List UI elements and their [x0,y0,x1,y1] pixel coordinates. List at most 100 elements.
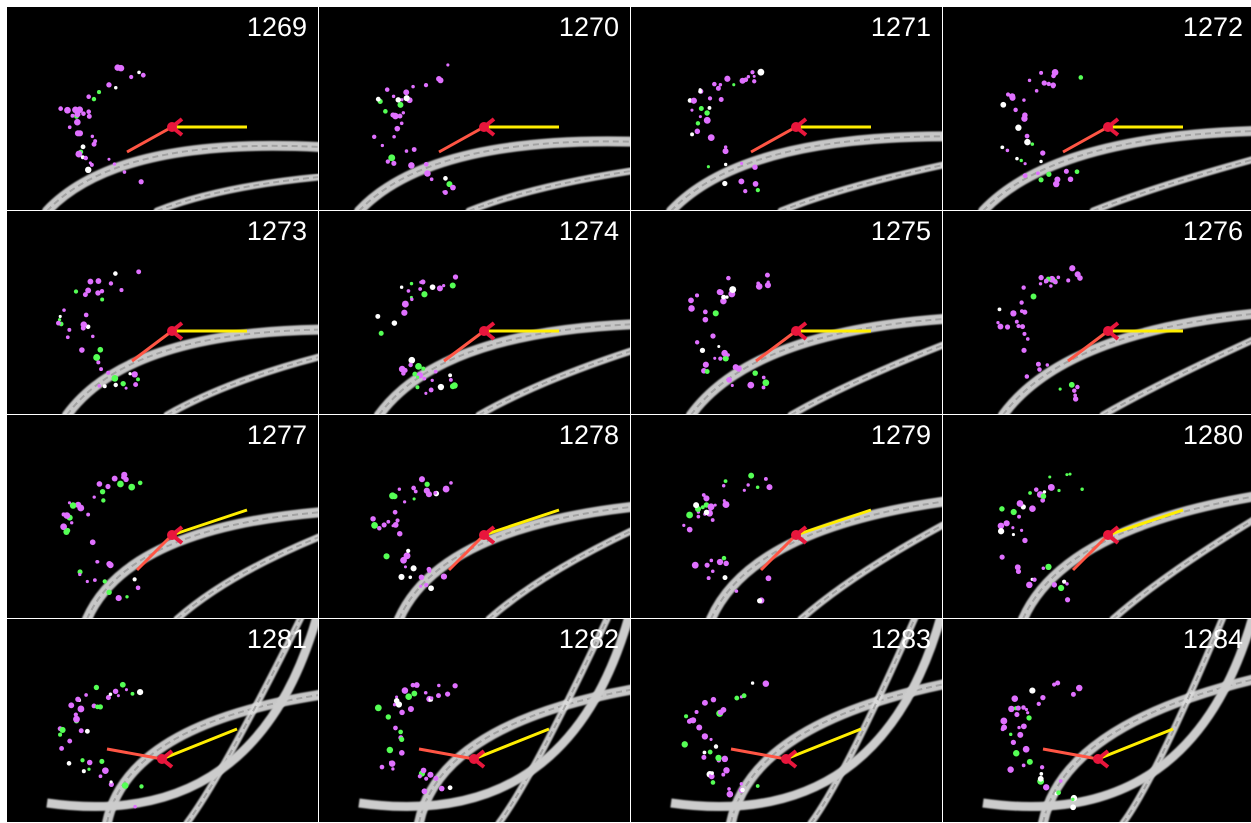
dot [411,85,415,89]
dot [404,95,410,101]
dot [766,484,772,490]
dot [1016,705,1021,710]
dot [703,317,709,323]
dot [433,491,437,495]
dot [1032,578,1036,582]
dot [1068,176,1074,182]
dot [1026,337,1030,341]
dot [97,347,103,353]
dot [421,367,425,371]
dot [715,755,721,761]
dot [408,162,415,169]
dot [412,372,417,377]
dot [87,114,92,119]
dot [89,161,92,164]
dot [710,333,715,338]
frame-label: 1284 [1183,624,1243,654]
dot [696,724,702,730]
dot [79,728,84,733]
dot [74,119,81,126]
dot [100,489,105,494]
dot [66,335,70,339]
dot [1000,145,1004,149]
dot [128,372,131,375]
dot [682,741,688,747]
dot [1022,112,1028,118]
dot [412,147,417,152]
dot [1011,509,1017,515]
dot [87,760,93,766]
dot [67,739,72,744]
dot [753,181,759,187]
dot [439,786,445,792]
dot [1057,489,1060,492]
dot [395,518,399,522]
dot [84,693,88,697]
dot [91,335,95,339]
dot [411,683,416,688]
dot [141,73,146,78]
dot [397,114,402,119]
frame-label: 1270 [559,12,619,42]
dot [1069,382,1075,388]
dot [436,76,442,82]
dot [448,373,452,377]
dot [452,683,457,688]
dot [99,759,104,764]
dot [96,360,100,364]
dot [998,324,1004,330]
dot [117,481,124,488]
dot [410,298,413,301]
dot [708,134,715,141]
dot [719,83,722,86]
dot [1075,271,1081,277]
dot [747,382,754,389]
dot [120,682,126,688]
dot [1025,708,1028,711]
dot [1039,160,1042,163]
dot [1072,388,1076,392]
dot [1080,488,1083,491]
dot [122,782,129,789]
dot [400,285,403,288]
dot [726,377,732,383]
dot [1056,790,1061,795]
dot [1004,520,1010,526]
dot [125,387,128,390]
dot [693,502,699,508]
dot [129,75,133,79]
frame-label: 1273 [247,216,307,246]
dot [699,106,704,111]
dot [413,497,416,500]
dot [1065,597,1070,602]
dot [67,328,71,332]
dot [408,357,415,364]
dot [1031,294,1037,300]
dot [718,357,722,361]
dot [1005,324,1010,329]
dot [763,680,769,686]
dot [391,161,396,166]
dot [1038,776,1044,782]
dot [1012,533,1015,536]
dot [1057,275,1061,279]
dot [1020,324,1025,329]
dot [721,773,725,777]
dot [1050,82,1056,88]
dot [709,738,712,741]
dot [84,313,89,318]
dot [419,575,424,580]
dot [446,63,449,66]
dot [713,357,716,360]
dot [419,281,422,284]
dot [106,561,112,567]
dot [442,284,445,287]
dot [121,475,125,479]
dot [1026,715,1031,720]
dot [424,488,430,494]
dot [727,791,734,798]
dot [1000,102,1006,108]
dot [59,746,64,751]
dot [723,767,729,773]
dot [450,383,456,389]
